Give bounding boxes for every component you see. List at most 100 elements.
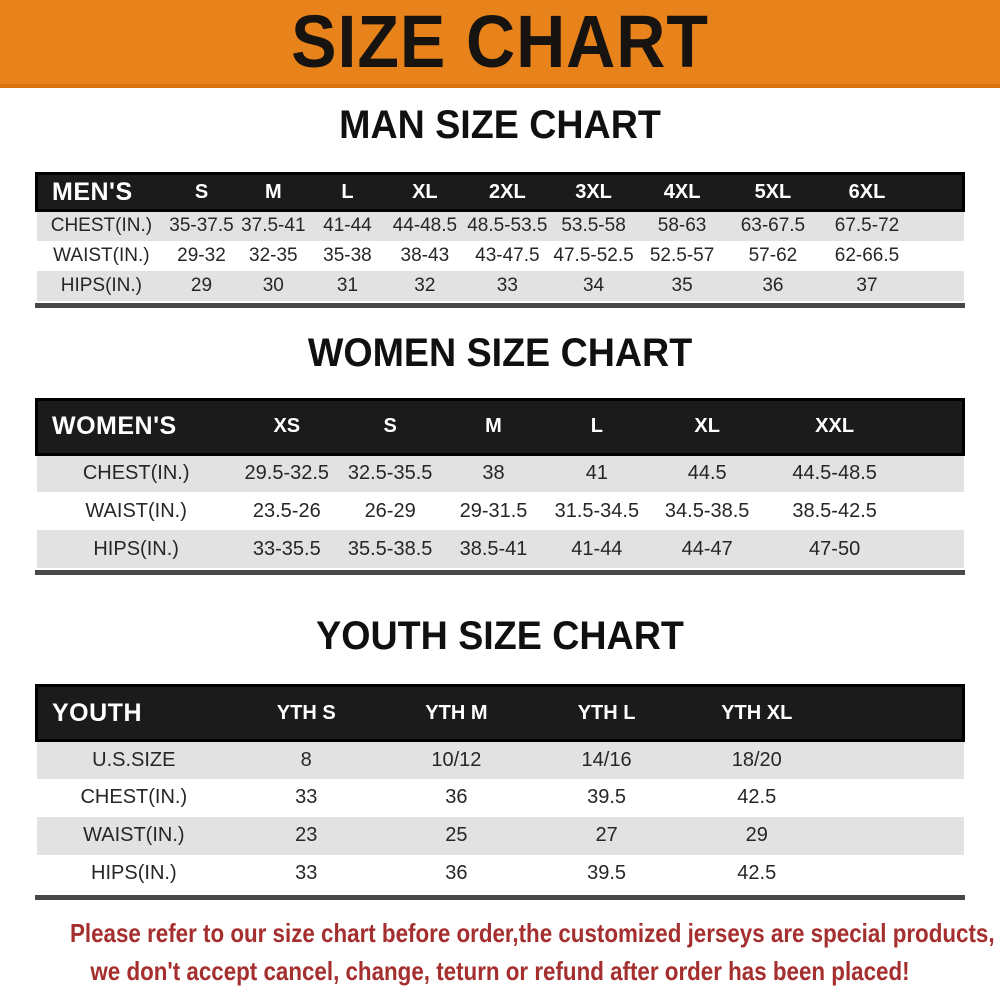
size-cell: 8: [300, 748, 312, 771]
size-cell: 32: [414, 274, 436, 296]
size-cell: 29-32: [177, 244, 226, 266]
spacer-cell: [832, 779, 964, 817]
size-cell: 39.5: [587, 862, 627, 884]
size-cell: 29-31.5: [459, 499, 528, 522]
size-cell: 38-43: [400, 244, 450, 266]
spacer-cell: [915, 271, 963, 301]
size-cell: 42.5: [737, 786, 777, 808]
column-header: 3XL: [550, 172, 638, 212]
size-cell: 37.5-41: [241, 215, 306, 237]
size-cell: 26-29: [364, 499, 416, 522]
size-cell: 30: [262, 274, 284, 296]
charts-container: MAN SIZE CHART MEN'S S M L XL 2XL 3XL 4XL 5XL 6XL…: [0, 102, 1000, 900]
column-header: 6XL: [818, 172, 916, 212]
size-cell: 35: [671, 274, 693, 296]
table-header-row: YOUTH YTH S YTH M YTH L YTH XL: [35, 684, 965, 742]
column-header: L: [309, 172, 385, 212]
section-heading: MAN SIZE CHART: [339, 103, 661, 147]
row-label: CHEST(IN.): [50, 215, 153, 237]
size-table: WOMEN'S XS S M L XL XXL CHEST(IN.) 29.5-32.5 32.…: [34, 397, 966, 568]
spacer-cell: [915, 241, 963, 271]
column-header: XL: [649, 397, 766, 456]
table-row: CHEST(IN.) 33 36 39.5 42.5: [36, 778, 964, 817]
size-cell: 23.5-26: [252, 499, 321, 522]
column-header: M: [236, 172, 310, 212]
size-cell: 32-35: [249, 244, 298, 266]
size-cell: 53.5-58: [561, 215, 626, 237]
spacer-cell: [832, 741, 964, 779]
column-header: 2XL: [464, 172, 550, 212]
size-cell: 44-47: [681, 537, 733, 560]
size-cell: 18/20: [731, 748, 782, 771]
spacer-cell: [831, 684, 965, 742]
table-row: WAIST(IN.) 29-32 32-35 35-38 38-43 43-47.5 47.…: [36, 240, 964, 271]
column-header: XXL: [765, 397, 905, 456]
size-cell: 58-63: [657, 215, 707, 237]
table-header-row: WOMEN'S XS S M L XL XXL: [34, 397, 966, 456]
size-cell: 57-62: [748, 244, 798, 266]
column-header: YTH S: [231, 684, 382, 742]
row-label: HIPS(IN.): [93, 537, 179, 560]
size-cell: 62-66.5: [834, 244, 900, 266]
column-header: S: [337, 397, 443, 456]
table-shadow: [35, 302, 965, 308]
size-cell: 33: [496, 274, 518, 296]
table-header-row: MEN'S S M L XL 2XL 3XL 4XL 5XL 6XL: [35, 172, 966, 212]
row-label: CHEST(IN.): [82, 462, 190, 485]
size-cell: 48.5-53.5: [467, 215, 548, 237]
table-row: CHEST(IN.) 35-37.5 37.5-41 41-44 44-48.5 48.5…: [36, 210, 964, 241]
table-body: CHEST(IN.) 29.5-32.5 32.5-35.5 38 41 44.5 44.5…: [36, 454, 964, 568]
spacer-cell: [915, 211, 963, 241]
row-label: CHEST(IN.): [80, 786, 188, 808]
size-cell: 33: [295, 786, 318, 808]
size-cell: 41-44: [323, 215, 372, 237]
column-header: S: [166, 172, 237, 212]
size-cell: 14/16: [581, 748, 632, 771]
column-header: XL: [385, 172, 465, 212]
page-title: SIZE CHART: [291, 0, 709, 83]
size-cell: 37: [856, 274, 878, 296]
size-cell: 10/12: [431, 748, 482, 771]
column-header: L: [544, 397, 650, 456]
size-cell: 35.5-38.5: [347, 537, 433, 560]
table-row: U.S.SIZE 8 10/12 14/16 18/20: [36, 740, 964, 779]
notice-line-2: we don't accept cancel, change, teturn o…: [90, 955, 910, 986]
table-body: U.S.SIZE 8 10/12 14/16 18/20 CHEST(IN.) 33 36 39…: [36, 740, 964, 893]
size-cell: 63-67.5: [740, 215, 806, 237]
row-label: U.S.SIZE: [92, 748, 176, 771]
size-cell: 47.5-52.5: [553, 244, 634, 266]
row-label: HIPS(IN.): [91, 862, 177, 884]
size-cell: 27: [595, 824, 618, 846]
column-header: YTH XL: [681, 684, 832, 742]
column-header: 5XL: [727, 172, 819, 212]
size-cell: 44.5-48.5: [792, 462, 877, 485]
size-cell: 36: [762, 274, 784, 296]
spacer-cell: [904, 530, 963, 568]
row-label: WAIST(IN.): [85, 499, 187, 522]
column-header: M: [442, 397, 545, 456]
table-shadow: [35, 570, 965, 575]
size-cell: 33: [295, 862, 318, 884]
size-cell: 35-38: [323, 244, 372, 266]
size-cell: 43-47.5: [475, 244, 540, 266]
size-cell: 44.5: [687, 462, 727, 485]
notice-line-1: Please refer to our size chart before or…: [70, 917, 995, 948]
row-label: WAIST(IN.): [83, 824, 185, 846]
section-heading: WOMEN SIZE CHART: [307, 330, 693, 375]
row-label: WAIST(IN.): [53, 244, 150, 266]
table-row: CHEST(IN.) 29.5-32.5 32.5-35.5 38 41 44.5 44.5…: [36, 454, 964, 492]
size-cell: 44-48.5: [392, 215, 458, 237]
size-cell: 33-35.5: [252, 537, 321, 560]
spacer-cell: [904, 454, 963, 492]
size-cell: 35-37.5: [169, 215, 234, 237]
size-cell: 34: [582, 274, 605, 296]
size-cell: 41: [585, 462, 608, 485]
spacer-cell: [832, 855, 964, 893]
size-cell: 29: [745, 824, 768, 846]
size-cell: 34.5-38.5: [664, 499, 750, 522]
size-cell: 36: [445, 862, 468, 884]
size-cell: 23: [295, 824, 318, 846]
spacer-cell: [904, 397, 966, 456]
size-cell: 42.5: [737, 862, 777, 884]
